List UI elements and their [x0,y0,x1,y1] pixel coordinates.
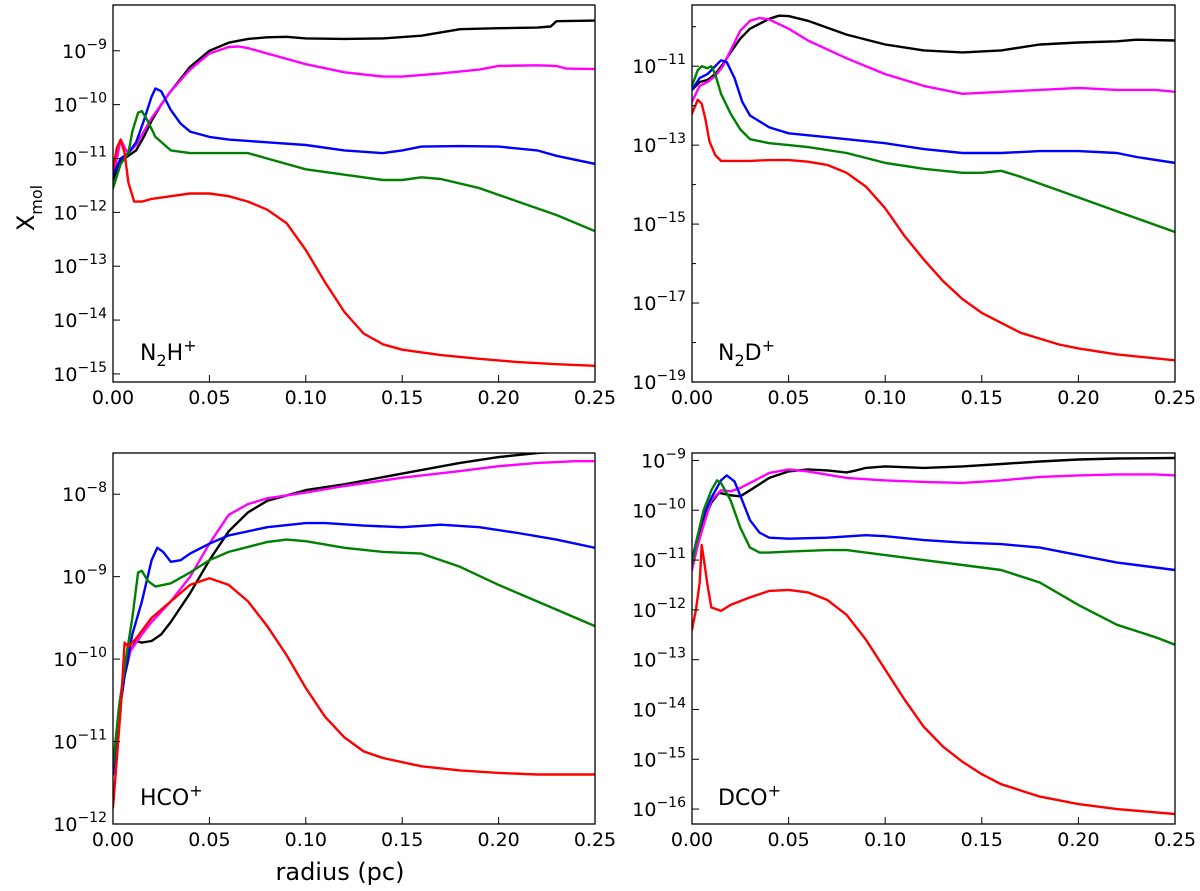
y-tick-label: 10−17 [632,289,686,315]
panel-top-left: 0.00 0.05 0.10 0.15 0.20 0.25 10−15 10−14 10−13 1… [53,4,616,409]
x-tick-label: 0.20 [1057,829,1099,851]
panel-label: HCO+ [140,781,203,811]
x-tick-label: 0.25 [1154,387,1196,409]
panel-label: N2H+ [140,336,197,370]
series-line-red [692,543,1175,816]
x-tick-label: 0.05 [767,387,809,409]
x-tick-label: 0.25 [1154,829,1196,851]
series-line-red [113,577,595,809]
y-tick-label: 10−19 [632,368,686,394]
x-tick-label: 0.15 [961,387,1003,409]
x-tick-label: 0.25 [574,829,616,851]
x-tick-label: 0.20 [1057,387,1099,409]
y-tick-label: 10−12 [632,596,686,622]
y-tick-label: 10−14 [632,695,686,721]
series-line-green [692,65,1175,234]
y-tick-label: 10−8 [62,480,107,506]
x-tick-label: 0.15 [961,829,1003,851]
panels: 0.00 0.05 0.10 0.15 0.20 0.25 10−15 10−14 10−13 1… [53,4,1196,851]
panel-bottom-right: 0.00 0.05 0.10 0.15 0.20 0.25 10−16 10−15 10−14 1… [632,446,1196,851]
x-tick-label: 0.25 [574,387,616,409]
x-tick-label: 0.15 [381,387,423,409]
y-tick-label: 10−13 [632,646,686,672]
series-line-blue [692,474,1175,572]
x-tick-label: 0.00 [671,387,713,409]
y-tick-label: 10−12 [53,810,107,836]
series-line-blue [113,521,595,776]
x-tick-label: 0.15 [381,829,423,851]
series-line-green [113,538,595,768]
x-tick-label: 0.20 [477,829,519,851]
panel-label: N2D+ [718,336,775,370]
y-tick-label: 10−9 [62,563,107,589]
y-tick-label: 10−12 [53,198,107,224]
y-tick-label: 10−11 [53,144,107,170]
y-tick-label: 10−15 [53,360,107,386]
y-tick-label: 10−10 [53,91,107,117]
x-tick-label: 0.20 [477,387,519,409]
panel-top-right: 0.00 0.05 0.10 0.15 0.20 0.25 10−19 10−17 10−15 1… [632,4,1196,409]
series-line-green [692,479,1175,646]
series-group [113,19,595,367]
plot-frame [691,4,1176,383]
y-tick-label: 10−10 [632,496,686,522]
y-tick-label: 10−13 [632,131,686,157]
x-axis-title: radius (pc) [276,858,405,886]
series-group [113,453,595,809]
series-group [692,14,1175,362]
x-tick-label: 0.00 [671,829,713,851]
x-tick-label: 0.05 [188,829,230,851]
y-tick-label: 10−11 [632,546,686,572]
series-line-black [692,14,1175,92]
x-tick-label: 0.05 [188,387,230,409]
y-tick-label: 10−15 [632,745,686,771]
x-tick-label: 0.00 [92,387,134,409]
y-tick-label: 10−16 [632,795,686,821]
series-line-magenta [692,16,1175,103]
panel-label: DCO+ [718,781,781,811]
series-line-blue [113,87,595,176]
plot-frame [112,452,596,825]
series-line-black [113,19,595,182]
y-tick-label: 10−15 [632,210,686,236]
y-tick-label: 10−11 [632,52,686,78]
series-line-blue [692,59,1175,165]
panel-bottom-left: 0.00 0.05 0.10 0.15 0.20 0.25 10−12 10−11 10−10 1… [53,452,616,851]
y-tick-label: 10−13 [53,252,107,278]
y-tick-label: 10−10 [53,645,107,671]
x-tick-label: 0.10 [864,387,906,409]
x-tick-label: 0.05 [767,829,809,851]
series-line-red [113,138,595,367]
y-tick-label: 10−9 [641,446,686,472]
plot-frame [691,452,1176,825]
series-line-red [692,98,1175,362]
y-tick-label: 10−9 [62,37,107,63]
x-tick-label: 0.10 [864,829,906,851]
series-line-magenta [113,460,595,776]
series-line-magenta [113,45,595,176]
y-tick-label: 10−14 [53,306,107,332]
x-tick-label: 0.10 [285,829,327,851]
series-group [692,456,1175,816]
plot-frame [112,4,596,383]
x-tick-label: 0.10 [285,387,327,409]
y-tick-label: 10−11 [53,728,107,754]
x-tick-label: 0.00 [92,829,134,851]
series-line-black [113,453,555,768]
y-axis-title: Xmol [12,185,46,231]
series-line-magenta [692,468,1175,572]
series-line-green [113,109,595,233]
